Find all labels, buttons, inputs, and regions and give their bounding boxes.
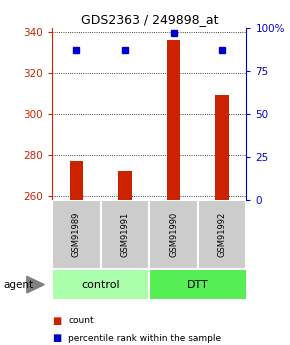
Bar: [118, 171, 132, 200]
Text: count: count: [68, 316, 94, 325]
Bar: [149, 200, 198, 269]
Bar: [167, 40, 180, 200]
Text: percentile rank within the sample: percentile rank within the sample: [68, 334, 221, 343]
Bar: [52, 269, 149, 300]
Text: ■: ■: [52, 316, 61, 326]
Bar: [52, 200, 101, 269]
Text: agent: agent: [3, 280, 33, 289]
Text: GSM91990: GSM91990: [169, 212, 178, 257]
Bar: [101, 200, 149, 269]
Bar: [149, 269, 246, 300]
Bar: [198, 200, 246, 269]
Text: control: control: [81, 280, 120, 289]
Polygon shape: [27, 276, 44, 293]
Bar: [215, 95, 229, 200]
Text: ■: ■: [52, 333, 61, 343]
Title: GDS2363 / 249898_at: GDS2363 / 249898_at: [81, 13, 218, 27]
Text: GSM91992: GSM91992: [218, 212, 227, 257]
Text: GSM91989: GSM91989: [72, 212, 81, 257]
Bar: [70, 161, 83, 200]
Text: GSM91991: GSM91991: [121, 212, 130, 257]
Text: DTT: DTT: [187, 280, 209, 289]
